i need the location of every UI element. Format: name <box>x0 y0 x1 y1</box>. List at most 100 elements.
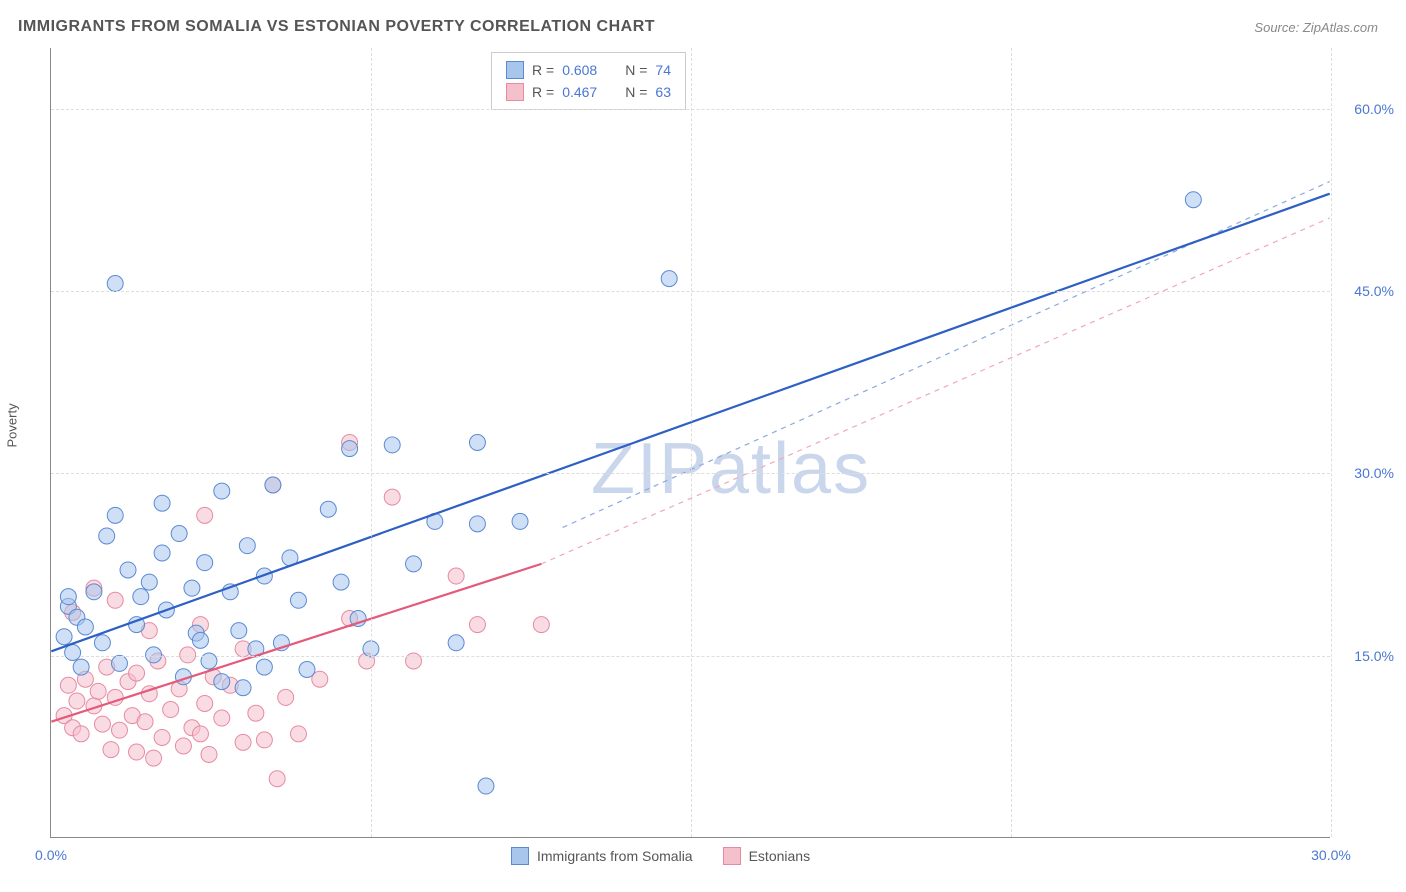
data-point <box>60 677 76 693</box>
data-point <box>235 680 251 696</box>
data-point <box>192 632 208 648</box>
data-point <box>154 729 170 745</box>
data-point <box>533 617 549 633</box>
y-tick-label: 15.0% <box>1354 648 1394 664</box>
y-tick-label: 60.0% <box>1354 101 1394 117</box>
data-point <box>231 623 247 639</box>
data-point <box>406 556 422 572</box>
data-point <box>214 483 230 499</box>
legend-n-value-0: 74 <box>655 62 671 78</box>
data-point <box>214 674 230 690</box>
series-name-0: Immigrants from Somalia <box>537 848 693 864</box>
y-tick-label: 45.0% <box>1354 283 1394 299</box>
data-point <box>175 738 191 754</box>
data-point <box>197 507 213 523</box>
data-point <box>154 545 170 561</box>
trend-dash-line <box>541 218 1329 564</box>
plot-area: ZIPatlas R = 0.608 N = 74 R = 0.467 N = … <box>50 48 1330 838</box>
series-swatch-1 <box>723 847 741 865</box>
data-point <box>320 501 336 517</box>
data-point <box>163 702 179 718</box>
data-point <box>90 683 106 699</box>
data-point <box>94 635 110 651</box>
data-point <box>171 526 187 542</box>
series-legend: Immigrants from Somalia Estonians <box>511 847 810 865</box>
data-point <box>478 778 494 794</box>
data-point <box>69 693 85 709</box>
series-name-1: Estonians <box>749 848 810 864</box>
data-point <box>103 742 119 758</box>
data-point <box>333 574 349 590</box>
data-point <box>107 592 123 608</box>
data-point <box>192 726 208 742</box>
data-point <box>214 710 230 726</box>
data-point <box>154 495 170 511</box>
data-point <box>384 437 400 453</box>
data-point <box>469 516 485 532</box>
data-point <box>73 726 89 742</box>
data-point <box>137 714 153 730</box>
data-point <box>290 726 306 742</box>
data-point <box>141 574 157 590</box>
data-point <box>248 705 264 721</box>
data-point <box>661 271 677 287</box>
data-point <box>129 744 145 760</box>
legend-n-value-1: 63 <box>655 84 671 100</box>
data-point <box>107 275 123 291</box>
legend-r-value-1: 0.467 <box>562 84 597 100</box>
data-point <box>290 592 306 608</box>
legend-swatch-0 <box>506 61 524 79</box>
data-point <box>129 665 145 681</box>
data-point <box>384 489 400 505</box>
series-legend-item-1: Estonians <box>723 847 810 865</box>
data-point <box>184 580 200 596</box>
data-point <box>94 716 110 732</box>
data-point <box>256 732 272 748</box>
data-point <box>278 689 294 705</box>
data-point <box>197 555 213 571</box>
data-point <box>60 589 76 605</box>
chart-title: IMMIGRANTS FROM SOMALIA VS ESTONIAN POVE… <box>18 18 655 36</box>
data-point <box>107 507 123 523</box>
legend-r-value-0: 0.608 <box>562 62 597 78</box>
y-axis-label: Poverty <box>5 403 20 447</box>
legend-n-label-1: N = <box>625 84 647 100</box>
data-point <box>448 635 464 651</box>
y-tick-label: 30.0% <box>1354 465 1394 481</box>
data-point <box>269 771 285 787</box>
data-point <box>56 629 72 645</box>
legend-row-series-0: R = 0.608 N = 74 <box>506 59 671 81</box>
data-point <box>112 655 128 671</box>
data-point <box>65 645 81 661</box>
data-point <box>235 734 251 750</box>
data-point <box>133 589 149 605</box>
legend-r-label-0: R = <box>532 62 554 78</box>
data-point <box>146 750 162 766</box>
trend-line <box>51 564 541 722</box>
data-point <box>77 619 93 635</box>
data-point <box>112 722 128 738</box>
data-point <box>73 659 89 675</box>
x-tick-label: 30.0% <box>1311 847 1351 863</box>
data-point <box>256 659 272 675</box>
data-point <box>512 513 528 529</box>
legend-r-label-1: R = <box>532 84 554 100</box>
chart-container: IMMIGRANTS FROM SOMALIA VS ESTONIAN POVE… <box>0 0 1406 892</box>
trend-dash-line <box>563 182 1330 528</box>
data-point <box>197 695 213 711</box>
data-point <box>469 617 485 633</box>
data-point <box>1185 192 1201 208</box>
data-point <box>120 562 136 578</box>
data-point <box>239 538 255 554</box>
x-tick-label: 0.0% <box>35 847 67 863</box>
data-point <box>86 584 102 600</box>
data-point <box>448 568 464 584</box>
legend-row-series-1: R = 0.467 N = 63 <box>506 81 671 103</box>
data-point <box>99 528 115 544</box>
legend-swatch-1 <box>506 83 524 101</box>
legend-n-label-0: N = <box>625 62 647 78</box>
data-point <box>299 661 315 677</box>
source-attribution: Source: ZipAtlas.com <box>1254 20 1378 35</box>
source-name: ZipAtlas.com <box>1303 20 1378 35</box>
correlation-legend: R = 0.608 N = 74 R = 0.467 N = 63 <box>491 52 686 110</box>
